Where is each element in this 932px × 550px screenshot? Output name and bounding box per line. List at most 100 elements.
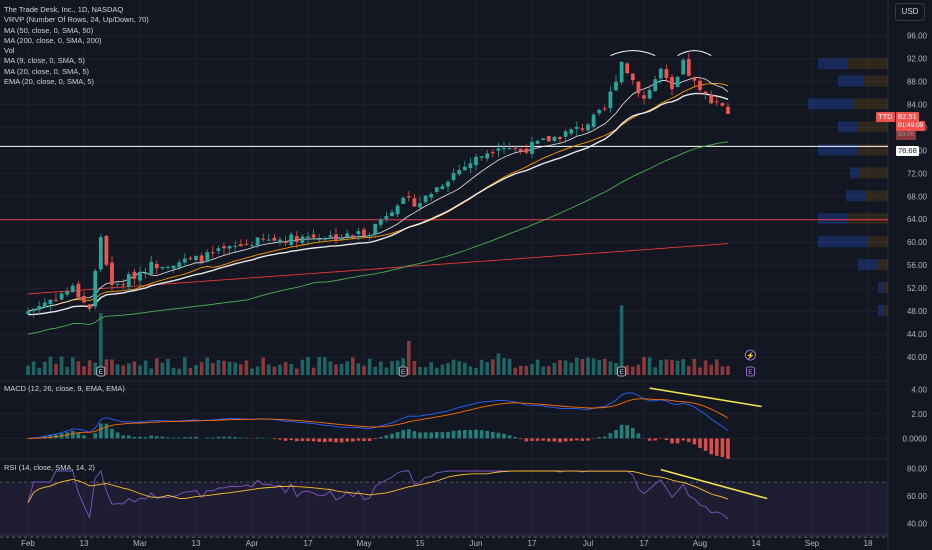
macd-histogram-bar [440, 432, 445, 439]
candle-body [390, 212, 394, 217]
candle-body [171, 265, 176, 269]
macd-histogram-bar [300, 438, 305, 442]
indicator-ma50[interactable]: MA (50, close, 0, SMA, 50) [4, 25, 94, 35]
indicator-vrvp[interactable]: VRVP (Number Of Rows, 24, Up/Down, 70) [4, 15, 149, 25]
candle-body [289, 234, 294, 245]
time-axis-tick: Aug [693, 539, 707, 548]
rsi-pane-title[interactable]: RSI (14, close, SMA, 14, 2) [4, 463, 95, 472]
volume-bar [715, 359, 719, 375]
macd-histogram-bar [569, 438, 573, 441]
macd-histogram-bar [160, 436, 165, 439]
candle-body [378, 219, 383, 225]
currency-button[interactable]: USD [895, 3, 925, 21]
earnings-icon[interactable]: E [746, 366, 755, 377]
volume-bar [664, 359, 669, 375]
indicator-ma20[interactable]: MA (20, close, 0, SMA, 5) [4, 66, 90, 76]
volume-bar [580, 358, 585, 375]
candle-body [692, 77, 697, 81]
macd-histogram-bar [272, 438, 277, 440]
macd-histogram-bar [384, 435, 389, 439]
macd-histogram-bar [535, 438, 540, 441]
macd-histogram-bar [479, 430, 484, 439]
candle-body [546, 136, 551, 142]
earnings-icon[interactable]: E [96, 366, 106, 377]
macd-histogram-bar [104, 423, 109, 439]
volume-bar [423, 367, 428, 375]
candle-body [653, 79, 658, 92]
volume-bar [670, 359, 674, 375]
macd-histogram-bar [143, 437, 148, 439]
macd-histogram-bar [356, 438, 361, 441]
macd-histogram-bar [558, 438, 562, 443]
macd-histogram-bar [575, 438, 579, 441]
candle-body [418, 203, 422, 208]
macd-histogram-bar [664, 438, 669, 440]
volume-profile-down [848, 58, 888, 70]
candle-body [59, 293, 64, 300]
candle-body [518, 148, 523, 151]
candle-body [586, 124, 590, 131]
level-price-tag: 76.68 [896, 146, 919, 156]
volume-bar [306, 357, 310, 375]
volume-bar [519, 365, 523, 375]
macd-histogram-bar [614, 429, 618, 439]
candle-body [552, 136, 557, 141]
earnings-icon[interactable]: E [617, 366, 626, 377]
candle-body [440, 186, 445, 190]
earnings-icon[interactable]: E [398, 366, 408, 377]
volume-bar [222, 360, 226, 375]
time-axis-tick: May [356, 539, 371, 548]
dividend-flash-icon[interactable] [745, 349, 756, 361]
macd-histogram-bar [670, 438, 674, 444]
volume-bar [541, 366, 545, 375]
candle-body [272, 237, 277, 241]
indicator-ema20[interactable]: EMA (20, close, 0, SMA, 5) [4, 77, 95, 87]
volume-bar [31, 361, 36, 375]
macd-histogram-bar [311, 438, 316, 442]
candle-body [429, 194, 434, 198]
volume-bar [642, 356, 646, 375]
macd-histogram-bar [334, 438, 338, 443]
ma50-line [27, 141, 729, 335]
price-axis-tick: 72.00 [907, 169, 928, 178]
ma9-line [27, 77, 729, 312]
macd-histogram-bar [194, 436, 198, 439]
volume-bar [171, 367, 176, 375]
macd-pane-title[interactable]: MACD (12, 26, close, 9, EMA, EMA) [4, 384, 125, 393]
candle-body [306, 236, 310, 238]
volume-bar [418, 367, 422, 375]
candle-body [356, 231, 361, 235]
macd-histogram-bar [692, 438, 697, 445]
macd-histogram-bar [295, 438, 299, 442]
volume-bar [295, 368, 299, 375]
macd-histogram-bar [530, 438, 534, 441]
macd-histogram-bar [474, 429, 478, 439]
price-axis-tick: 48.00 [907, 307, 928, 316]
indicator-vol[interactable]: Vol [4, 46, 15, 56]
volume-profile-up [878, 305, 884, 317]
volume-bar [48, 356, 53, 375]
ma20-line [27, 82, 729, 312]
indicator-ma200[interactable]: MA (200, close, 0, SMA, 200) [4, 35, 102, 45]
candle-body [42, 302, 47, 308]
rsi-axis-tick: 60.00 [907, 492, 928, 501]
volume-profile-down [858, 144, 888, 156]
macd-axis-tick: 4.00 [911, 385, 927, 394]
volume-bar [255, 366, 260, 375]
candle-body [401, 197, 406, 204]
candle-body [681, 59, 686, 75]
macd-histogram-bar [709, 438, 713, 455]
candle-body [177, 262, 182, 268]
volume-profile-down [878, 259, 888, 271]
time-axis-tick: Jul [583, 539, 593, 548]
indicator-ma9[interactable]: MA (9, close, 0, SMA, 5) [4, 56, 85, 66]
candle-body [619, 61, 624, 83]
macd-histogram-bar [603, 436, 607, 439]
macd-histogram-bar [166, 437, 170, 439]
volume-profile-up [818, 236, 868, 248]
macd-histogram-bar [339, 438, 344, 443]
volume-bar [591, 358, 596, 375]
candle-body [227, 246, 232, 249]
volume-bar [687, 366, 691, 375]
